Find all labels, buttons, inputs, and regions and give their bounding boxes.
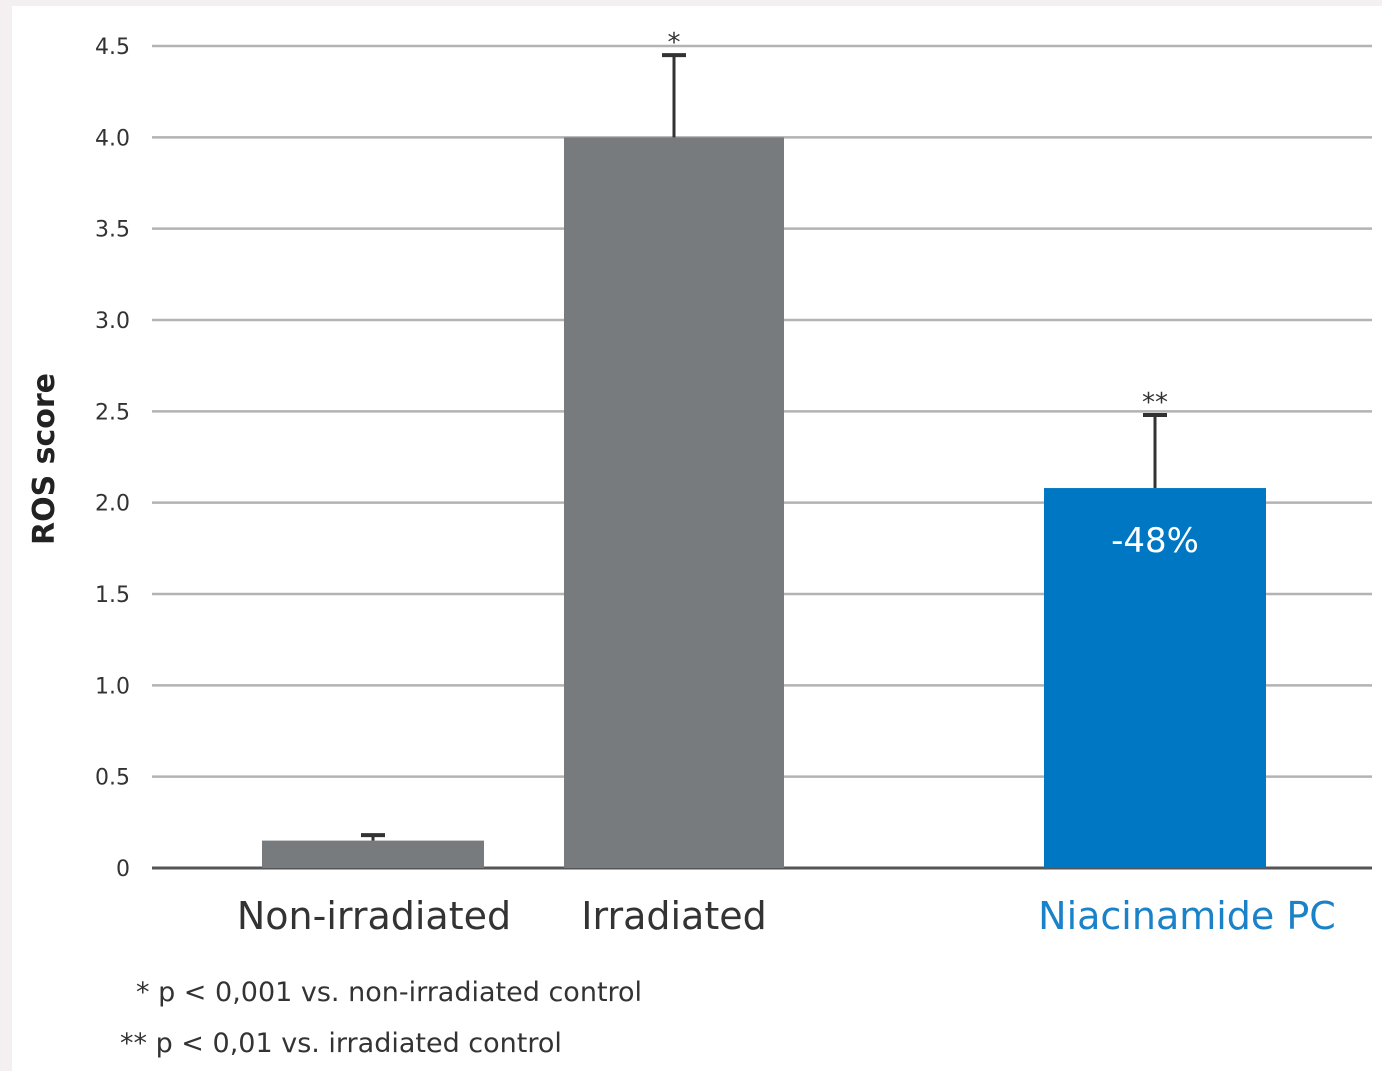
chart-page: 0 0.5 1.0 1.5 2.0 2.5 3.0 3.5 4.0 4.5 * ** -48% Non… <box>12 6 1382 1071</box>
annotations: ***-48% <box>668 28 1199 561</box>
error-bars <box>361 53 1167 841</box>
y-tick-label: 2.0 <box>95 492 130 517</box>
ros-bar-chart: 00.51.01.52.02.53.03.54.04.5 ***-48% Non… <box>27 28 1372 1059</box>
data-label: -48% <box>1111 521 1199 561</box>
y-axis-ticks: 0 0.5 1.0 1.5 2.0 2.5 3.0 3.5 4.0 4.5 <box>95 35 130 882</box>
y-tick-label: 4.5 <box>95 35 130 60</box>
footnote: * p < 0,001 vs. non-irradiated control <box>136 977 642 1008</box>
y-tick-label: 1.0 <box>95 674 130 699</box>
y-tick-label: 0.5 <box>95 766 130 791</box>
significance-mark: ** <box>1142 388 1168 418</box>
bar-3 <box>1044 488 1266 868</box>
y-tick-label: 3.0 <box>95 309 130 334</box>
y-tick-label: 1.5 <box>95 583 130 608</box>
y-axis-label: ROS score <box>27 373 62 545</box>
bar-2 <box>564 137 784 869</box>
y-tick-label: 2.5 <box>95 400 130 425</box>
bar-1 <box>262 840 484 868</box>
y-tick-label: 4.0 <box>95 126 130 151</box>
bars <box>262 137 1266 869</box>
footnote: ** p < 0,01 vs. irradiated control <box>120 1028 562 1059</box>
y-tick-label: 3.5 <box>95 218 130 243</box>
footnotes: * p < 0,001 vs. non-irradiated control **… <box>120 977 642 1059</box>
x-axis-categories: Non-irradiated Irradiated Niacinamide PC <box>237 894 1336 938</box>
y-tick-label: 0 <box>116 857 130 882</box>
x-category-label: Non-irradiated <box>237 894 511 938</box>
significance-mark: * <box>668 28 681 58</box>
x-category-label: Irradiated <box>581 894 766 938</box>
x-category-label: Niacinamide PC <box>1038 894 1336 938</box>
